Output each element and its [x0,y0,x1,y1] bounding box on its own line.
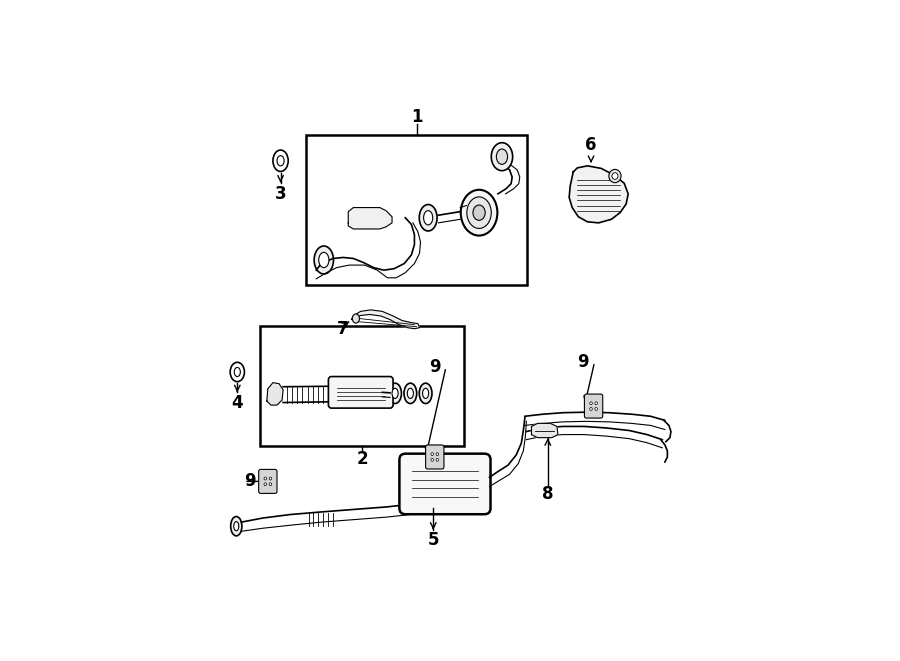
Ellipse shape [277,156,284,166]
Ellipse shape [423,388,428,399]
Ellipse shape [595,402,598,405]
FancyBboxPatch shape [426,445,444,469]
Ellipse shape [595,407,598,410]
Ellipse shape [497,149,508,165]
Ellipse shape [467,197,491,229]
FancyBboxPatch shape [400,453,491,514]
Ellipse shape [230,362,245,381]
Ellipse shape [609,169,621,182]
Ellipse shape [590,402,592,405]
Text: 8: 8 [542,485,554,503]
Ellipse shape [392,388,398,399]
Ellipse shape [473,205,485,220]
Ellipse shape [264,477,266,480]
Ellipse shape [234,522,238,531]
Ellipse shape [424,211,433,225]
Ellipse shape [419,204,437,231]
Text: 9: 9 [429,358,441,376]
Ellipse shape [404,383,417,403]
Text: 6: 6 [585,136,597,155]
Ellipse shape [269,483,272,486]
Ellipse shape [431,453,434,455]
Text: 1: 1 [411,108,423,126]
Text: 4: 4 [231,393,243,412]
FancyBboxPatch shape [584,394,603,418]
Polygon shape [266,383,284,405]
Bar [260,326,464,446]
Text: 5: 5 [428,531,439,549]
Ellipse shape [264,483,266,486]
Ellipse shape [612,173,618,179]
Ellipse shape [436,458,438,461]
Ellipse shape [389,383,401,403]
Ellipse shape [234,368,240,377]
Text: 3: 3 [274,185,286,203]
Ellipse shape [408,388,413,399]
Text: 9: 9 [578,353,590,371]
Polygon shape [532,424,558,438]
Polygon shape [569,166,628,223]
Ellipse shape [230,516,242,536]
Bar [306,136,527,286]
Ellipse shape [352,314,359,323]
Ellipse shape [319,253,328,268]
Ellipse shape [590,407,592,410]
Polygon shape [348,208,392,229]
Polygon shape [351,310,419,329]
Ellipse shape [431,458,434,461]
FancyBboxPatch shape [258,469,277,493]
Ellipse shape [269,477,272,480]
Text: 9: 9 [244,473,256,490]
Ellipse shape [273,150,288,171]
Ellipse shape [491,143,513,171]
Ellipse shape [461,190,498,235]
Ellipse shape [419,383,432,403]
Text: 2: 2 [356,449,368,467]
Ellipse shape [436,453,438,455]
FancyBboxPatch shape [328,377,393,408]
Text: 7: 7 [338,320,349,338]
Ellipse shape [314,246,334,274]
